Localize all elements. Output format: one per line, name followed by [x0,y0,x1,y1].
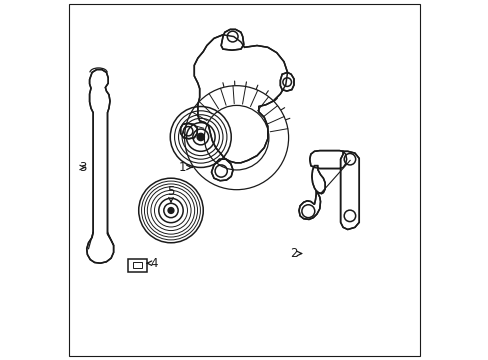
Text: 3: 3 [79,161,86,174]
Text: 2: 2 [290,247,301,260]
Polygon shape [311,166,325,194]
Circle shape [197,134,204,140]
Text: 1: 1 [179,161,192,174]
Polygon shape [211,159,233,181]
Polygon shape [194,35,287,163]
Ellipse shape [96,116,104,132]
Polygon shape [309,150,346,168]
Text: 4: 4 [147,257,158,270]
Polygon shape [86,69,113,263]
Ellipse shape [96,93,104,109]
Polygon shape [340,151,359,229]
Polygon shape [180,123,197,139]
Ellipse shape [96,210,104,226]
Text: 5: 5 [167,185,174,202]
Ellipse shape [96,186,104,202]
Polygon shape [298,191,320,220]
Circle shape [168,208,174,213]
Bar [128,258,147,272]
Ellipse shape [96,163,104,179]
Ellipse shape [96,140,104,156]
Bar [133,262,142,269]
Polygon shape [280,72,293,91]
Polygon shape [221,30,244,50]
